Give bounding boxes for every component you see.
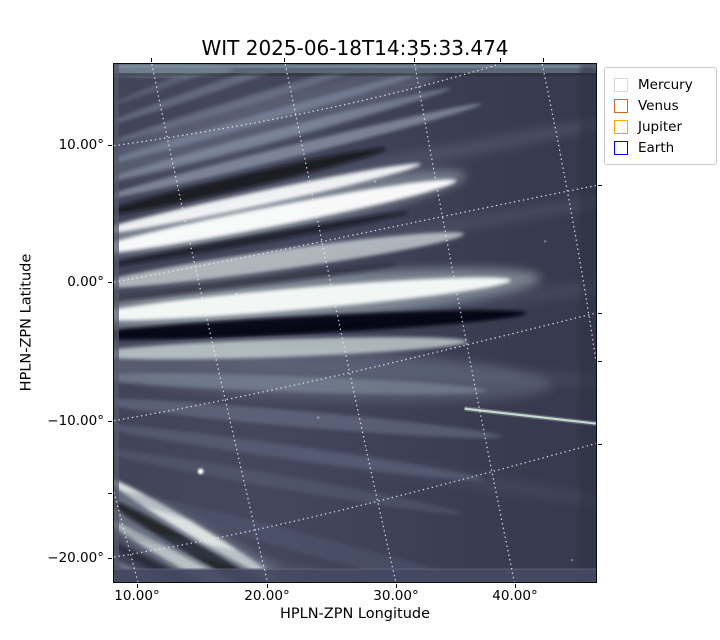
plot-area xyxy=(113,63,597,583)
top-tick-mark xyxy=(543,58,545,62)
venus-swatch-icon xyxy=(614,98,628,113)
wcs-grid xyxy=(114,64,596,582)
legend-label: Venus xyxy=(638,97,679,114)
legend-item-venus: Venus xyxy=(614,95,707,116)
legend-label: Jupiter xyxy=(638,118,683,135)
stars xyxy=(196,180,574,562)
right-tick-mark xyxy=(598,444,602,446)
x-tick-label: 20.00° xyxy=(244,588,290,604)
legend-label: Mercury xyxy=(638,76,693,93)
right-edge-shade xyxy=(580,64,596,582)
x-tick-mark xyxy=(515,584,517,588)
x-tick-label: 10.00° xyxy=(114,588,160,604)
legend-label: Earth xyxy=(638,139,675,156)
x-tick-mark xyxy=(396,584,398,588)
y-tick-mark xyxy=(108,558,112,560)
top-tick-mark xyxy=(414,58,416,62)
heliospheric-image xyxy=(114,64,596,582)
legend-item-earth: Earth xyxy=(614,137,707,158)
x-tick-mark xyxy=(137,584,139,588)
x-axis-label: HPLN-ZPN Longitude xyxy=(279,606,431,622)
y-tick-mark xyxy=(108,493,112,495)
jupiter-swatch-icon xyxy=(614,119,628,134)
satellite-trail xyxy=(464,406,596,427)
legend-item-jupiter: Jupiter xyxy=(614,116,707,137)
legend-item-mercury: Mercury xyxy=(614,74,707,95)
y-tick-mark xyxy=(108,282,112,284)
right-tick-mark xyxy=(598,185,602,187)
top-tick-mark xyxy=(151,58,153,62)
y-tick-mark xyxy=(108,145,112,147)
y-tick-label: 0.00° xyxy=(67,274,104,290)
bottom-edge-strip xyxy=(114,568,596,582)
x-tick-label: 30.00° xyxy=(373,588,419,604)
left-edge-column xyxy=(114,64,119,582)
y-tick-mark xyxy=(108,421,112,423)
y-axis-label: HPLN-ZPN Latitude xyxy=(18,253,35,392)
x-tick-label: 40.00° xyxy=(492,588,538,604)
mercury-swatch-icon xyxy=(614,77,628,92)
legend: Mercury Venus Jupiter Earth xyxy=(604,67,717,165)
plot-title: WIT 2025-06-18T14:35:33.474 xyxy=(201,36,509,60)
right-tick-mark xyxy=(598,361,602,363)
top-edge-band xyxy=(114,64,596,78)
top-tick-mark xyxy=(500,58,502,62)
x-tick-mark xyxy=(267,584,269,588)
earth-swatch-icon xyxy=(614,140,628,155)
y-tick-label: −20.00° xyxy=(47,550,104,566)
y-tick-label: 10.00° xyxy=(58,137,104,153)
y-tick-label: −10.00° xyxy=(47,413,104,429)
top-tick-mark xyxy=(284,58,286,62)
right-tick-mark xyxy=(598,313,602,315)
